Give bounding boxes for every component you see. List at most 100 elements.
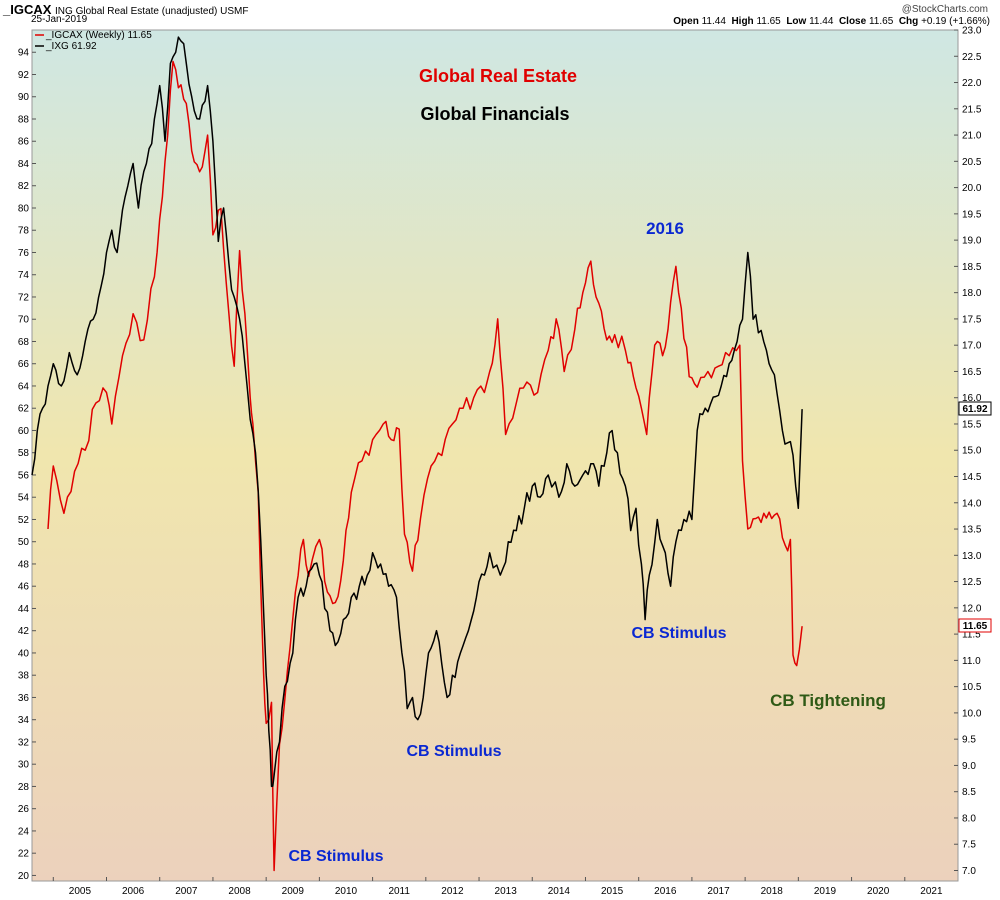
legend-label-igcax: _IGCAX (Weekly) 11.65 <box>45 30 152 41</box>
x-tick-label: 2005 <box>69 886 92 897</box>
left-tick-label: 24 <box>18 826 30 837</box>
left-tick-label: 22 <box>18 849 30 860</box>
series-line-ixg <box>31 36 803 788</box>
legend-label-ixg: _IXG 61.92 <box>45 41 97 52</box>
close-value: 11.65 <box>868 16 894 27</box>
left-tick-label: 50 <box>18 537 30 548</box>
chg-label: Chg <box>898 16 919 27</box>
right-tick-label: 23.0 <box>962 26 982 37</box>
low-value: 11.44 <box>809 16 834 27</box>
x-axis-ticks: 2005 2006 2007 2008 2009 2010 2011 2012 2013 2014… <box>52 877 943 897</box>
legend: _IGCAX (Weekly) 11.65 _IXG 61.92 <box>35 30 152 52</box>
right-tick-label: 17.0 <box>962 341 982 352</box>
close-label: Close <box>838 16 867 27</box>
last-value-tag-ixg: 61.92 <box>958 401 992 416</box>
right-tick-label: 8.0 <box>962 813 976 824</box>
left-tick-label: 40 <box>18 648 30 659</box>
open-value: 11.44 <box>701 16 726 27</box>
right-tick-label: 15.5 <box>962 419 982 430</box>
left-tick-label: 64 <box>18 381 30 392</box>
x-tick-label: 2010 <box>335 886 358 897</box>
x-tick-label: 2016 <box>654 886 677 897</box>
left-tick-label: 86 <box>18 137 30 148</box>
left-axis-ticks: 20 22 24 26 28 30 32 34 36 38 40 42 44 46 48 50 52 54 56 58… <box>18 48 36 882</box>
left-tick-label: 46 <box>18 582 30 593</box>
right-tick-label: 10.0 <box>962 708 982 719</box>
right-axis-ticks: 7.0 7.5 8.0 8.5 9.0 9.5 10.0 10.5 11.0 11.5 12.0 12… <box>954 26 982 877</box>
right-tick-label: 18.0 <box>962 288 982 299</box>
left-tick-label: 68 <box>18 337 30 348</box>
right-tick-label: 15.0 <box>962 446 982 457</box>
right-tick-label: 20.0 <box>962 183 982 194</box>
x-tick-label: 2009 <box>282 886 305 897</box>
symbol-description: ING Global Real Estate (unadjusted) USMF <box>55 6 249 17</box>
left-tick-label: 66 <box>18 359 30 370</box>
left-tick-label: 28 <box>18 782 30 793</box>
symbol-title: _IGCAX ING Global Real Estate (unadjuste… <box>3 2 248 17</box>
x-tick-label: 2012 <box>441 886 464 897</box>
series-line-igcax <box>47 60 803 872</box>
right-tick-label: 12.5 <box>962 577 982 588</box>
left-tick-label: 72 <box>18 292 30 303</box>
left-tick-label: 26 <box>18 804 30 815</box>
left-tick-label: 58 <box>18 448 30 459</box>
left-tick-label: 90 <box>18 92 30 103</box>
right-tick-label: 13.5 <box>962 525 982 536</box>
left-tick-label: 74 <box>18 270 30 281</box>
right-tick-label: 17.5 <box>962 314 982 325</box>
left-tick-label: 54 <box>18 493 30 504</box>
watermark: @StockCharts.com <box>901 4 988 15</box>
left-tick-label: 30 <box>18 760 30 771</box>
left-tick-label: 70 <box>18 315 30 326</box>
x-tick-label: 2006 <box>122 886 145 897</box>
right-tick-label: 16.0 <box>962 393 982 404</box>
left-tick-label: 36 <box>18 693 30 704</box>
left-tick-label: 52 <box>18 515 30 526</box>
right-tick-label: 11.0 <box>962 656 981 667</box>
right-tick-label: 18.5 <box>962 262 982 273</box>
right-tick-label: 19.0 <box>962 236 982 247</box>
left-tick-label: 62 <box>18 404 30 415</box>
right-tick-label: 21.0 <box>962 131 982 142</box>
right-tick-label: 9.5 <box>962 735 976 746</box>
right-tick-label: 11.5 <box>962 630 981 641</box>
last-value-ixg: 61.92 <box>962 404 987 415</box>
high-value: 11.65 <box>756 16 781 27</box>
plot-background <box>31 29 959 882</box>
left-tick-label: 20 <box>18 871 30 882</box>
x-tick-label: 2014 <box>548 886 571 897</box>
x-tick-label: 2008 <box>228 886 251 897</box>
annotation-cb-stimulus-2011: CB Stimulus <box>406 743 501 760</box>
chart-date: 25-Jan-2019 <box>31 14 88 25</box>
last-value-igcax: 11.65 <box>963 621 988 632</box>
right-tick-label: 7.5 <box>962 840 976 851</box>
right-tick-label: 19.5 <box>962 209 982 220</box>
x-tick-label: 2020 <box>867 886 890 897</box>
right-tick-label: 13.0 <box>962 551 982 562</box>
left-tick-label: 84 <box>18 159 30 170</box>
right-tick-label: 14.5 <box>962 472 982 483</box>
x-tick-label: 2013 <box>495 886 518 897</box>
right-tick-label: 8.5 <box>962 787 976 798</box>
left-tick-label: 92 <box>18 70 30 81</box>
left-tick-label: 38 <box>18 671 30 682</box>
left-tick-label: 78 <box>18 226 30 237</box>
left-tick-label: 88 <box>18 114 30 125</box>
right-tick-label: 16.5 <box>962 367 982 378</box>
x-tick-label: 2021 <box>920 886 943 897</box>
x-tick-label: 2017 <box>707 886 730 897</box>
right-tick-label: 9.0 <box>962 761 976 772</box>
ohlc-readout: Open 11.44 High 11.65 Low 11.44 Close 11… <box>673 16 990 27</box>
open-label: Open <box>673 16 699 27</box>
left-tick-label: 42 <box>18 626 30 637</box>
series-layer <box>31 36 803 872</box>
last-value-tag-igcax: 11.65 <box>958 618 992 633</box>
left-tick-label: 60 <box>18 426 30 437</box>
annotation-cb-tightening: CB Tightening <box>770 691 886 710</box>
high-label: High <box>731 16 754 27</box>
left-tick-label: 34 <box>18 715 30 726</box>
chg-value: +0.19 (+1.66%) <box>921 16 990 27</box>
right-tick-label: 20.5 <box>962 157 982 168</box>
left-tick-label: 44 <box>18 604 30 615</box>
